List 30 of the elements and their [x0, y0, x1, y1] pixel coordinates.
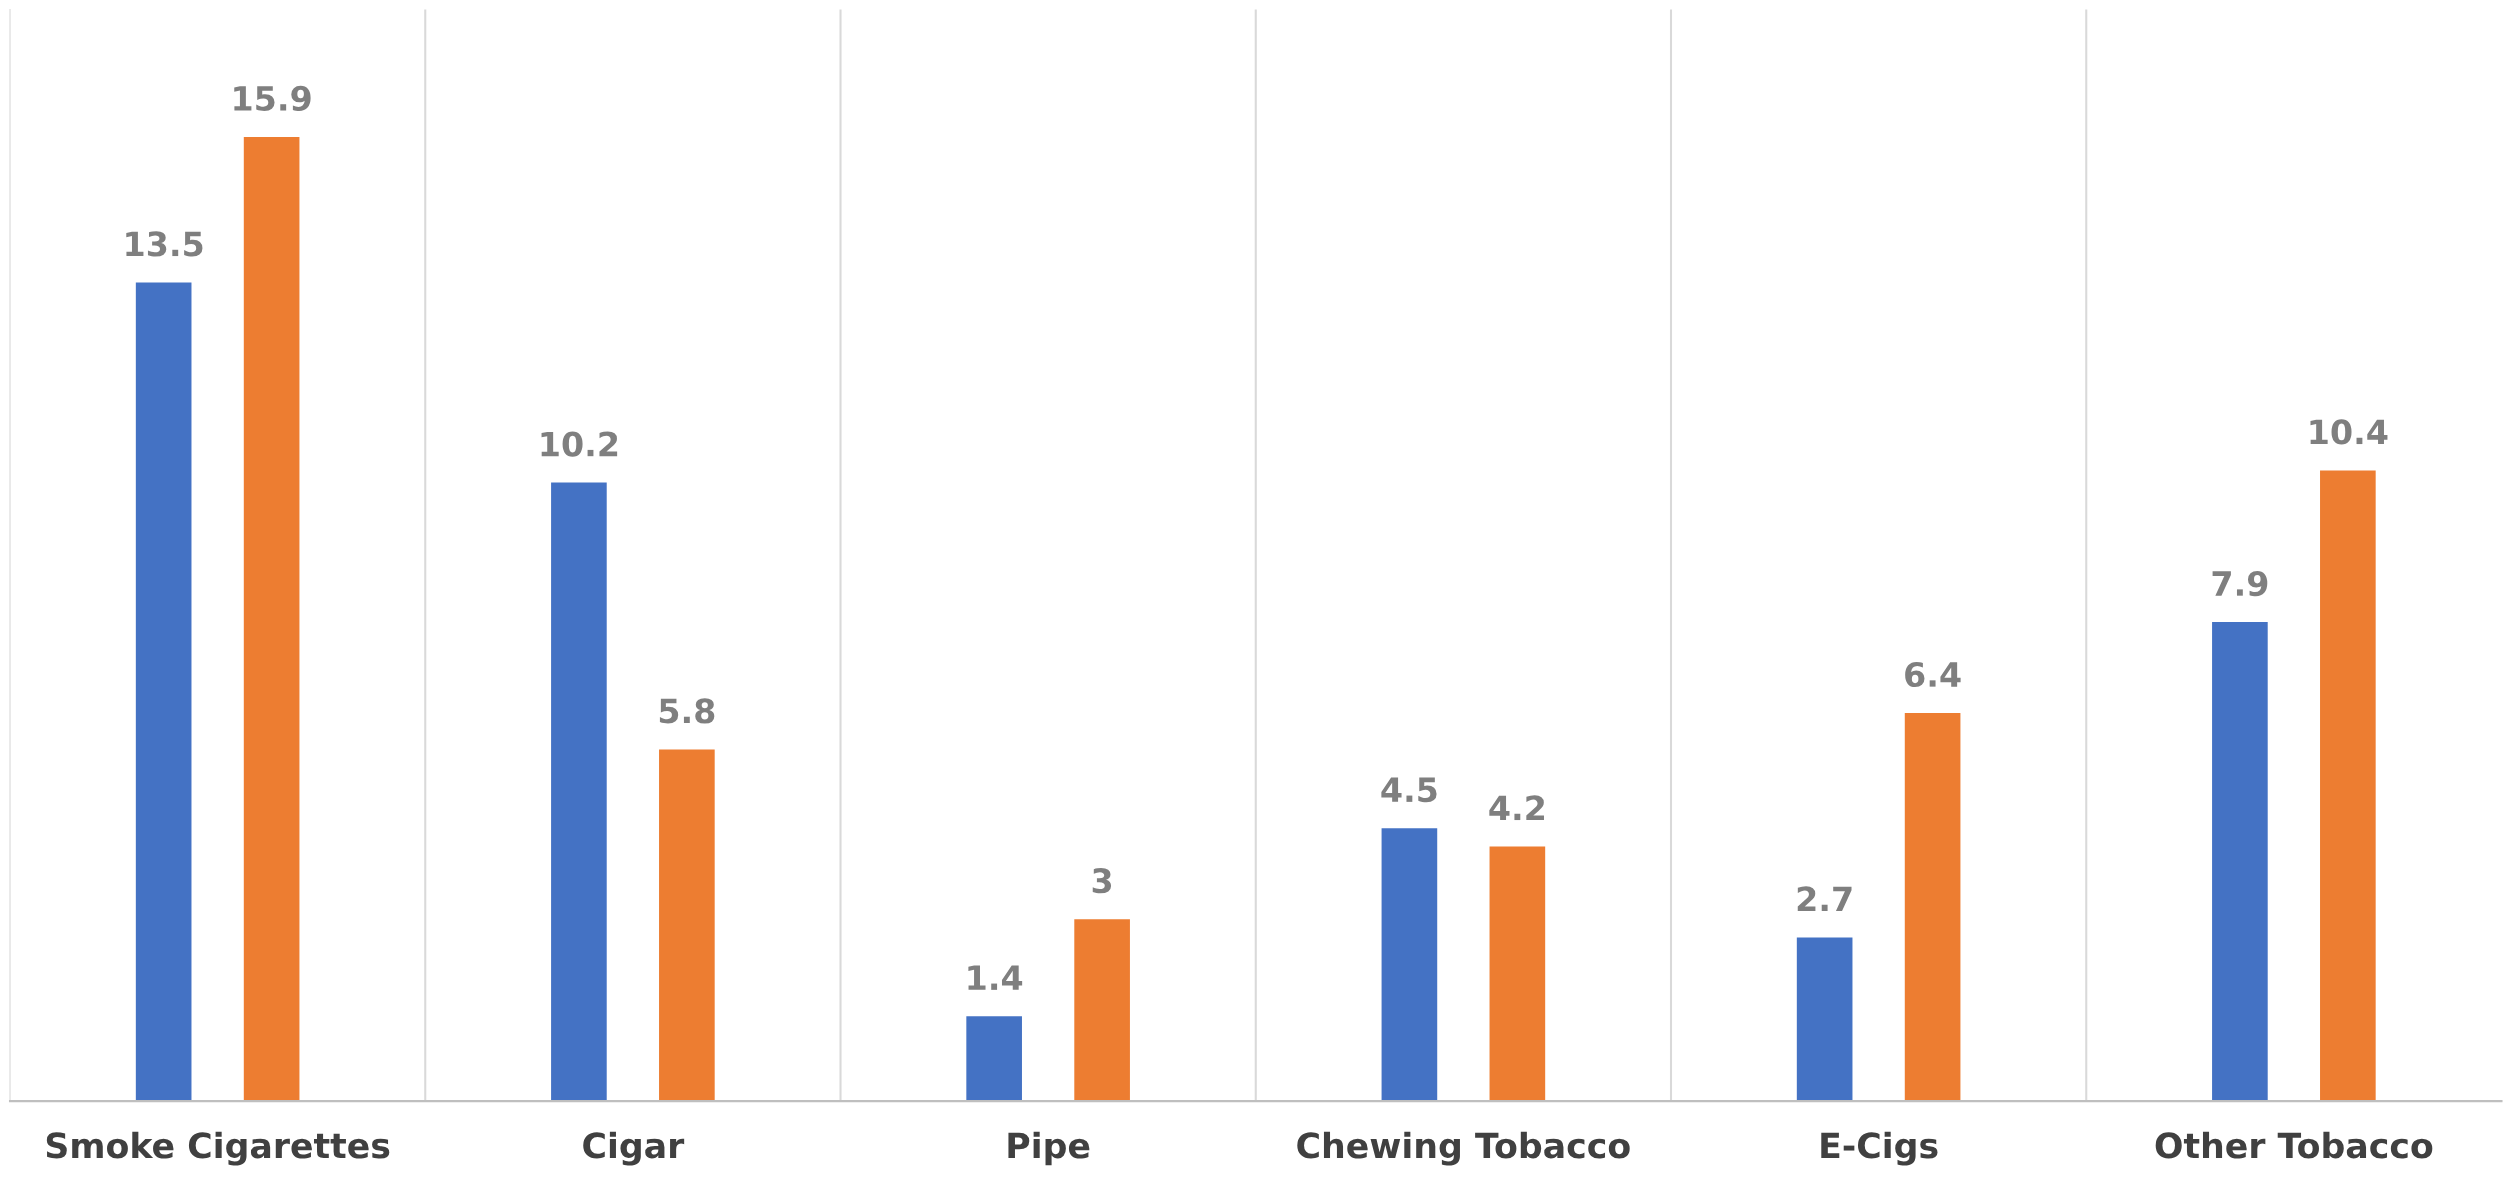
bar [243, 136, 300, 1102]
bar [966, 1016, 1022, 1102]
x-tick-label: Smoke Cigarettes [46, 1131, 390, 1166]
bar [551, 482, 607, 1102]
data-label: 2.7 [1797, 886, 1852, 912]
bar [659, 749, 715, 1102]
bar [135, 282, 192, 1102]
data-label: 10.2 [541, 431, 618, 457]
data-label: 4.5 [1381, 777, 1437, 803]
data-label: 5.8 [659, 698, 715, 724]
data-label: 6.4 [1905, 661, 1961, 688]
bar [1796, 937, 1853, 1102]
bar [1489, 846, 1546, 1102]
data-label: 1.4 [968, 965, 1023, 990]
x-tick-label: Pipe [1008, 1131, 1090, 1166]
bar [1381, 828, 1438, 1102]
bar [1904, 713, 1961, 1102]
x-tick-label: Cigar [583, 1131, 685, 1166]
x-tick-label: Chewing Tobacco [1297, 1131, 1630, 1166]
data-label: 3 [1092, 868, 1112, 894]
data-label: 10.4 [2310, 419, 2388, 445]
data-label: 15.9 [234, 85, 311, 111]
data-label: 13.5 [126, 231, 203, 257]
x-tick-label: E-Cigs [1821, 1131, 1938, 1166]
bar [2212, 622, 2268, 1102]
x-tick-label: Other Tobacco [2155, 1131, 2433, 1159]
data-label: 7.9 [2212, 570, 2268, 597]
bar [1074, 919, 1130, 1102]
data-label: 4.2 [1489, 795, 1544, 821]
bar [2320, 470, 2376, 1102]
